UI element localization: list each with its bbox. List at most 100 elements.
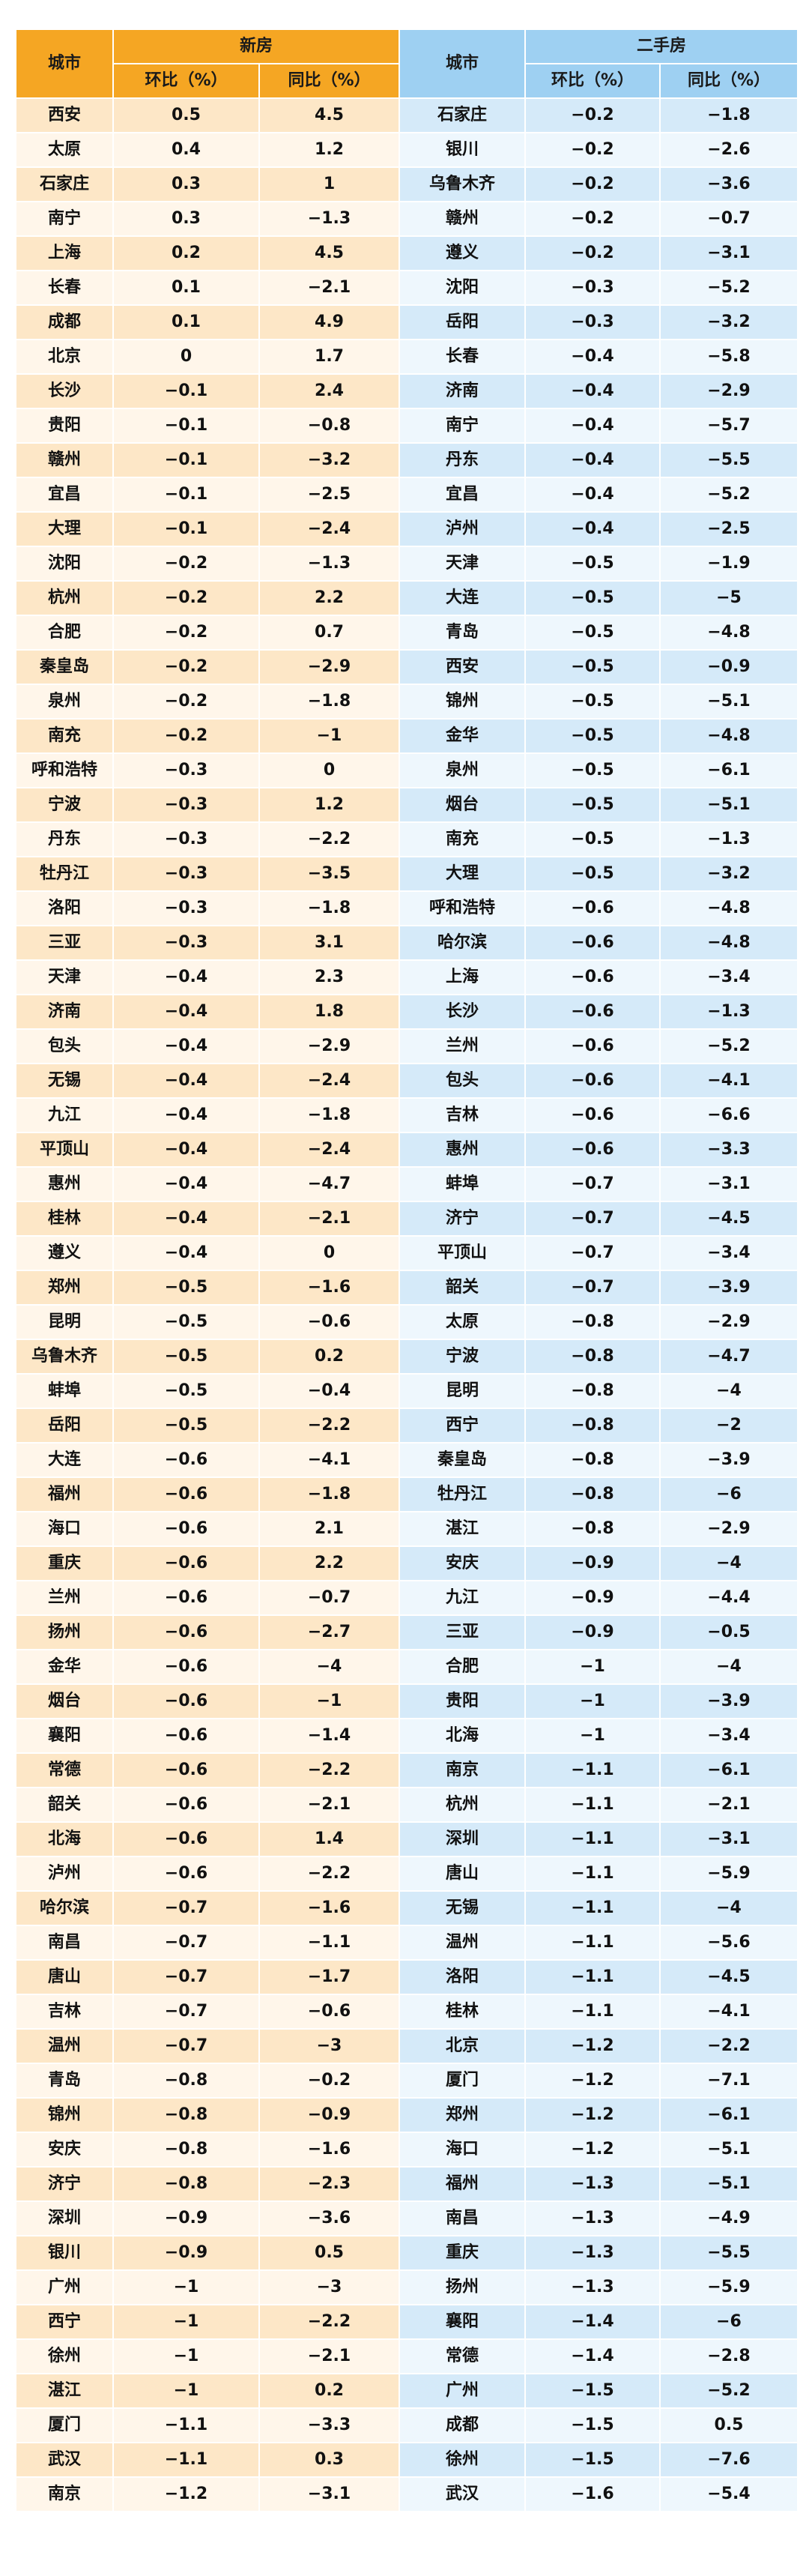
mom-cell: −0.5 [112, 1373, 260, 1409]
city-cell: 福州 [399, 2166, 526, 2202]
yoy-cell: 2.1 [258, 1511, 401, 1547]
mom-cell: −0.3 [112, 821, 260, 857]
yoy-cell: −3.9 [658, 1270, 799, 1306]
mom-cell: −0.7 [524, 1235, 661, 1271]
yoy-cell: −1.1 [258, 1925, 401, 1961]
city-cell: 太原 [399, 1304, 526, 1340]
city-cell: 贵阳 [399, 1683, 526, 1719]
mom-cell: −0.6 [112, 1683, 260, 1719]
yoy-cell: −1 [258, 718, 401, 754]
city-cell: 呼和浩特 [399, 890, 526, 926]
yoy-cell: −3.4 [658, 1235, 799, 1271]
city-cell: 蚌埠 [399, 1166, 526, 1202]
mom-cell: −0.2 [524, 132, 661, 168]
city-cell: 成都 [15, 304, 114, 340]
yoy-cell: −2.1 [258, 1787, 401, 1823]
yoy-cell: −2.1 [258, 2338, 401, 2374]
yoy-cell: −5.9 [658, 1856, 799, 1892]
table-row: 福州 −0.6 −1.8 [15, 1476, 401, 1512]
yoy-cell: −4.5 [658, 1201, 799, 1237]
yoy-cell: −1.6 [258, 1270, 401, 1306]
table-row: 泸州 −0.4 −2.5 [399, 511, 799, 547]
table-row: 南昌 −0.7 −1.1 [15, 1925, 401, 1961]
city-cell: 济南 [15, 994, 114, 1030]
city-cell: 温州 [15, 2028, 114, 2064]
city-cell: 岳阳 [15, 1408, 114, 1444]
mom-cell: −0.6 [524, 890, 661, 926]
table-row: 济南 −0.4 1.8 [15, 994, 401, 1030]
table-row: 昆明 −0.5 −0.6 [15, 1304, 401, 1340]
mom-cell: −1 [112, 2373, 260, 2409]
yoy-cell: 4.5 [258, 97, 401, 133]
mom-cell: −0.5 [112, 1339, 260, 1375]
yoy-cell: −3.1 [658, 1821, 799, 1857]
mom-cell: −0.1 [112, 373, 260, 409]
city-cell: 上海 [399, 959, 526, 995]
yoy-cell: −2.9 [258, 649, 401, 685]
mom-cell: −0.7 [524, 1166, 661, 1202]
mom-cell: −0.4 [112, 1132, 260, 1168]
table-row: 平顶山 −0.7 −3.4 [399, 1235, 799, 1271]
table-row: 济南 −0.4 −2.9 [399, 373, 799, 409]
yoy-cell: −2.5 [258, 477, 401, 513]
city-cell: 南昌 [399, 2201, 526, 2236]
table-row: 徐州 −1 −2.1 [15, 2338, 401, 2374]
city-cell: 北京 [15, 339, 114, 375]
mom-cell: −0.4 [112, 1201, 260, 1237]
yoy-cell: −6.1 [658, 1752, 799, 1788]
yoy-cell: −6.1 [658, 2097, 799, 2133]
yoy-cell: −5.8 [658, 339, 799, 375]
mom-cell: −1 [112, 2304, 260, 2340]
city-cell: 襄阳 [399, 2304, 526, 2340]
table-row: 乌鲁木齐 −0.2 −3.6 [399, 166, 799, 202]
city-cell: 赣州 [15, 442, 114, 478]
mom-cell: −0.6 [112, 1718, 260, 1754]
table-row: 温州 −0.7 −3 [15, 2028, 401, 2064]
mom-cell: −0.4 [112, 1097, 260, 1133]
yoy-cell: 4.9 [258, 304, 401, 340]
table-row: 常德 −0.6 −2.2 [15, 1752, 401, 1788]
city-cell: 海口 [15, 1511, 114, 1547]
yoy-cell: −4.8 [658, 890, 799, 926]
yoy-cell: −5.2 [658, 477, 799, 513]
old-city-header: 城市 [399, 28, 526, 99]
table-row: 常德 −1.4 −2.8 [399, 2338, 799, 2374]
table-row: 桂林 −1.1 −4.1 [399, 1994, 799, 2030]
city-cell: 呼和浩特 [15, 752, 114, 788]
table-row: 厦门 −1.1 −3.3 [15, 2407, 401, 2443]
mom-cell: −1.3 [524, 2269, 661, 2305]
city-cell: 扬州 [15, 1614, 114, 1650]
mom-cell: −0.5 [112, 1270, 260, 1306]
yoy-cell: −0.7 [258, 1580, 401, 1616]
city-cell: 包头 [15, 1028, 114, 1064]
table-row: 牡丹江 −0.8 −6 [399, 1476, 799, 1512]
table-row: 长沙 −0.6 −1.3 [399, 994, 799, 1030]
table-row: 烟台 −0.6 −1 [15, 1683, 401, 1719]
table-row: 西安 −0.5 −0.9 [399, 649, 799, 685]
table-row: 宁波 −0.8 −4.7 [399, 1339, 799, 1375]
mom-cell: −0.1 [112, 477, 260, 513]
city-cell: 平顶山 [399, 1235, 526, 1271]
table-row: 宁波 −0.3 1.2 [15, 787, 401, 823]
city-cell: 济南 [399, 373, 526, 409]
mom-cell: −0.1 [112, 511, 260, 547]
mom-cell: −0.4 [112, 1028, 260, 1064]
table-row: 蚌埠 −0.5 −0.4 [15, 1373, 401, 1409]
mom-cell: 0.4 [112, 132, 260, 168]
city-cell: 烟台 [399, 787, 526, 823]
mom-cell: −1.4 [524, 2338, 661, 2374]
city-cell: 桂林 [15, 1201, 114, 1237]
table-row: 包头 −0.4 −2.9 [15, 1028, 401, 1064]
yoy-cell: −1.7 [258, 1959, 401, 1995]
city-cell: 牡丹江 [399, 1476, 526, 1512]
yoy-cell: −2.4 [258, 511, 401, 547]
yoy-cell: −3.1 [658, 235, 799, 271]
city-cell: 烟台 [15, 1683, 114, 1719]
table-row: 襄阳 −0.6 −1.4 [15, 1718, 401, 1754]
table-row: 石家庄 −0.2 −1.8 [399, 97, 799, 133]
mom-cell: −0.8 [112, 2097, 260, 2133]
mom-cell: −0.6 [524, 925, 661, 961]
city-cell: 沈阳 [15, 546, 114, 582]
yoy-cell: −3.5 [258, 856, 401, 892]
yoy-cell: −5.2 [658, 270, 799, 306]
